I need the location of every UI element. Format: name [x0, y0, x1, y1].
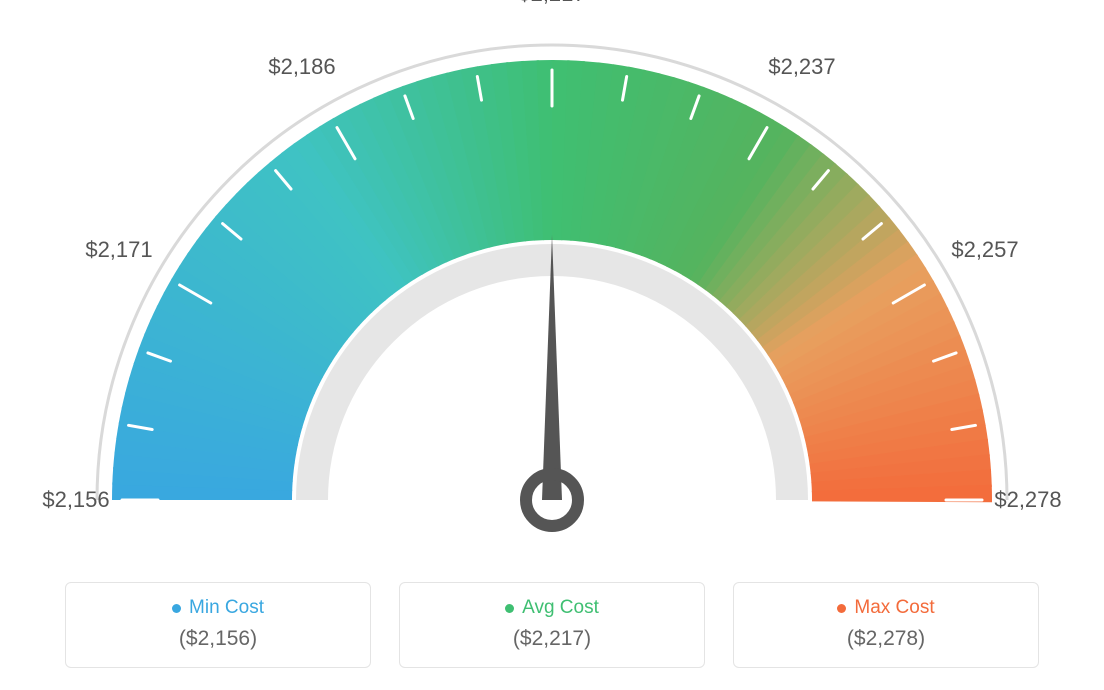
gauge-tick-label: $2,156 [42, 487, 109, 513]
info-cards-row: Min Cost ($2,156) Avg Cost ($2,217) Max … [65, 582, 1039, 668]
avg-cost-value: ($2,217) [418, 627, 686, 651]
max-cost-value: ($2,278) [752, 627, 1020, 651]
gauge-svg [0, 0, 1104, 560]
gauge-tick-label: $2,217 [518, 0, 585, 7]
gauge-tick-label: $2,171 [85, 237, 152, 263]
min-dot-icon [172, 604, 181, 613]
max-cost-title: Max Cost [837, 597, 934, 619]
gauge-tick-label: $2,186 [268, 54, 335, 80]
avg-cost-label: Avg Cost [522, 597, 599, 619]
min-cost-card: Min Cost ($2,156) [65, 582, 371, 668]
max-dot-icon [837, 604, 846, 613]
min-cost-title: Min Cost [172, 597, 264, 619]
avg-cost-title: Avg Cost [505, 597, 599, 619]
max-cost-card: Max Cost ($2,278) [733, 582, 1039, 668]
gauge-tick-label: $2,278 [994, 487, 1061, 513]
max-cost-label: Max Cost [854, 597, 934, 619]
gauge-tick-label: $2,257 [951, 237, 1018, 263]
avg-cost-card: Avg Cost ($2,217) [399, 582, 705, 668]
avg-dot-icon [505, 604, 514, 613]
cost-gauge: $2,156 $2,171 $2,186 $2,217 $2,237 $2,257 $2,2… [0, 0, 1104, 560]
min-cost-label: Min Cost [189, 597, 264, 619]
gauge-tick-label: $2,237 [768, 54, 835, 80]
min-cost-value: ($2,156) [84, 627, 352, 651]
